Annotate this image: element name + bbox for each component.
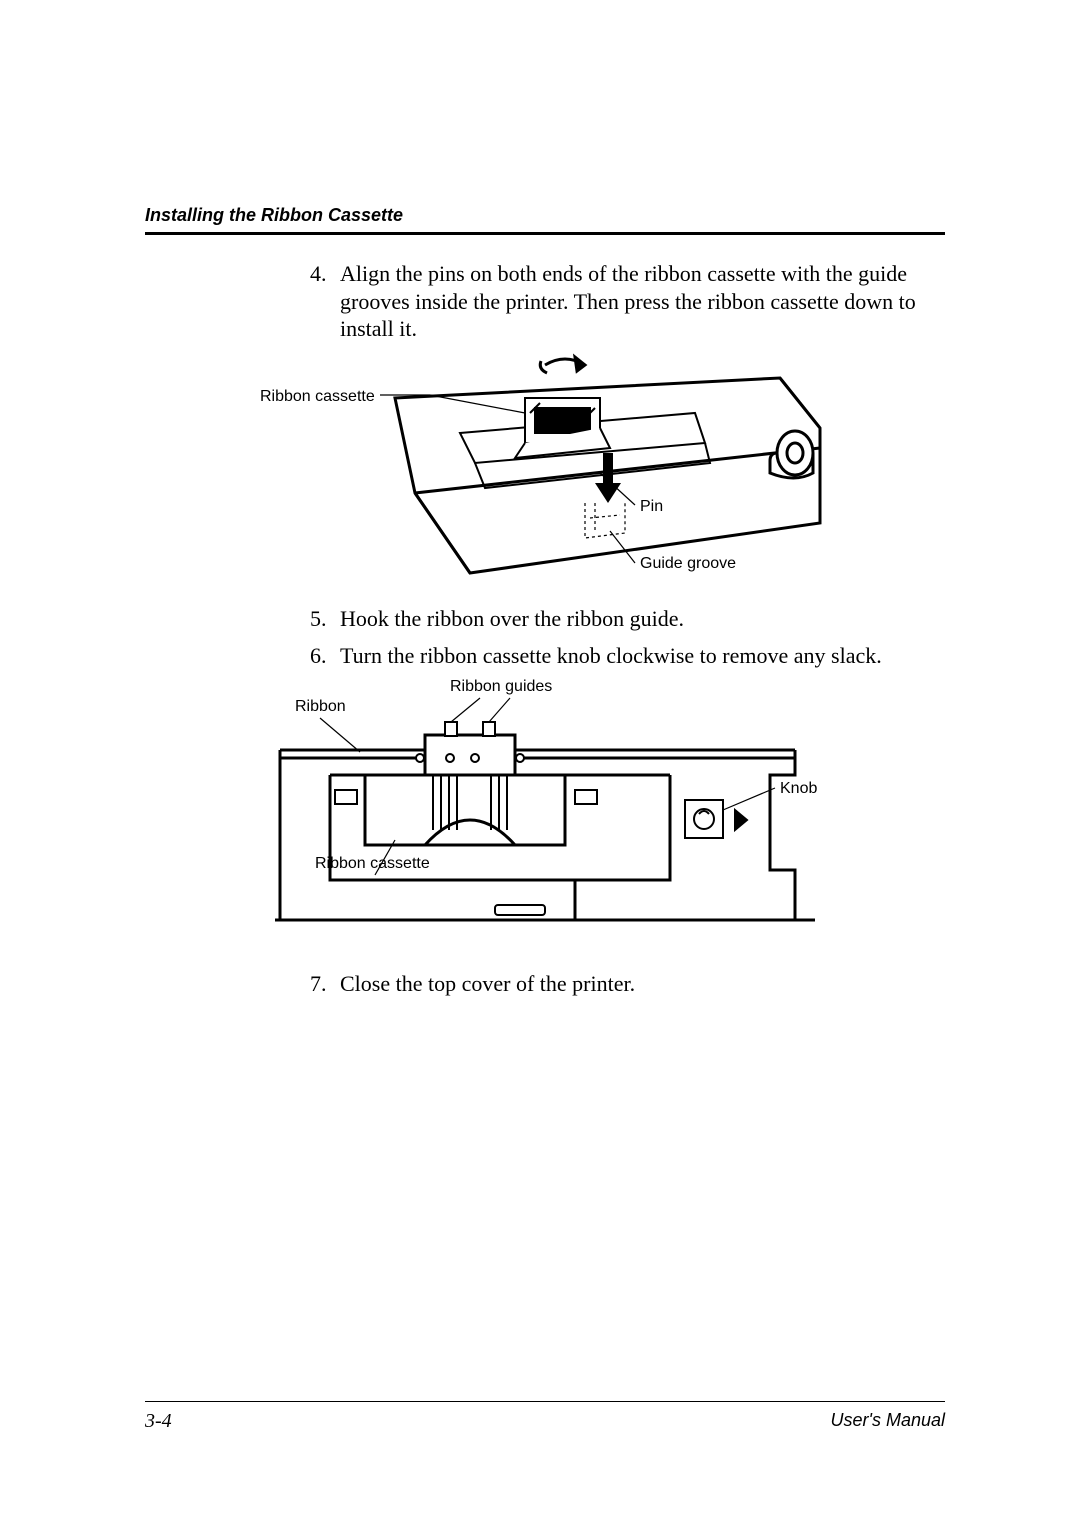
figure-2-label-ribbon-guides: Ribbon guides — [450, 678, 552, 696]
figure-2-diagram — [275, 680, 830, 940]
step-5-number: 5. — [310, 605, 340, 633]
page: Installing the Ribbon Cassette 4. Align … — [0, 0, 1080, 1528]
section-title: Installing the Ribbon Cassette — [145, 205, 945, 226]
figure-2-label-ribbon-cassette: Ribbon cassette — [315, 855, 430, 873]
step-4-text: Align the pins on both ends of the ribbo… — [340, 260, 945, 343]
page-number: 3-4 — [145, 1410, 172, 1433]
step-5-text: Hook the ribbon over the ribbon guide. — [340, 605, 945, 633]
step-7: 7. Close the top cover of the printer. — [310, 970, 945, 998]
page-content: 4. Align the pins on both ends of the ri… — [145, 260, 945, 1408]
step-4-number: 4. — [310, 260, 340, 343]
step-7-text: Close the top cover of the printer. — [340, 970, 945, 998]
step-7-number: 7. — [310, 970, 340, 998]
figure-2: Ribbon guides Ribbon Knob Ribbon cassett… — [275, 680, 945, 940]
header-rule — [145, 232, 945, 235]
step-6: 6. Turn the ribbon cassette knob clockwi… — [310, 642, 945, 670]
step-6-text: Turn the ribbon cassette knob clockwise … — [340, 642, 945, 670]
manual-label: User's Manual — [831, 1410, 945, 1433]
page-header: Installing the Ribbon Cassette — [145, 205, 945, 235]
figure-1-label-ribbon-cassette: Ribbon cassette — [260, 388, 375, 406]
step-6-number: 6. — [310, 642, 340, 670]
figure-1: Ribbon cassette Pin Guide groove — [265, 353, 945, 583]
figure-1-label-guide-groove: Guide groove — [640, 555, 736, 573]
step-4: 4. Align the pins on both ends of the ri… — [310, 260, 945, 343]
figure-1-label-pin: Pin — [640, 498, 663, 516]
figure-2-label-ribbon: Ribbon — [295, 698, 346, 716]
footer-rule — [145, 1401, 945, 1402]
page-footer: 3-4 User's Manual — [145, 1401, 945, 1433]
step-5: 5. Hook the ribbon over the ribbon guide… — [310, 605, 945, 633]
figure-2-label-knob: Knob — [780, 780, 817, 798]
